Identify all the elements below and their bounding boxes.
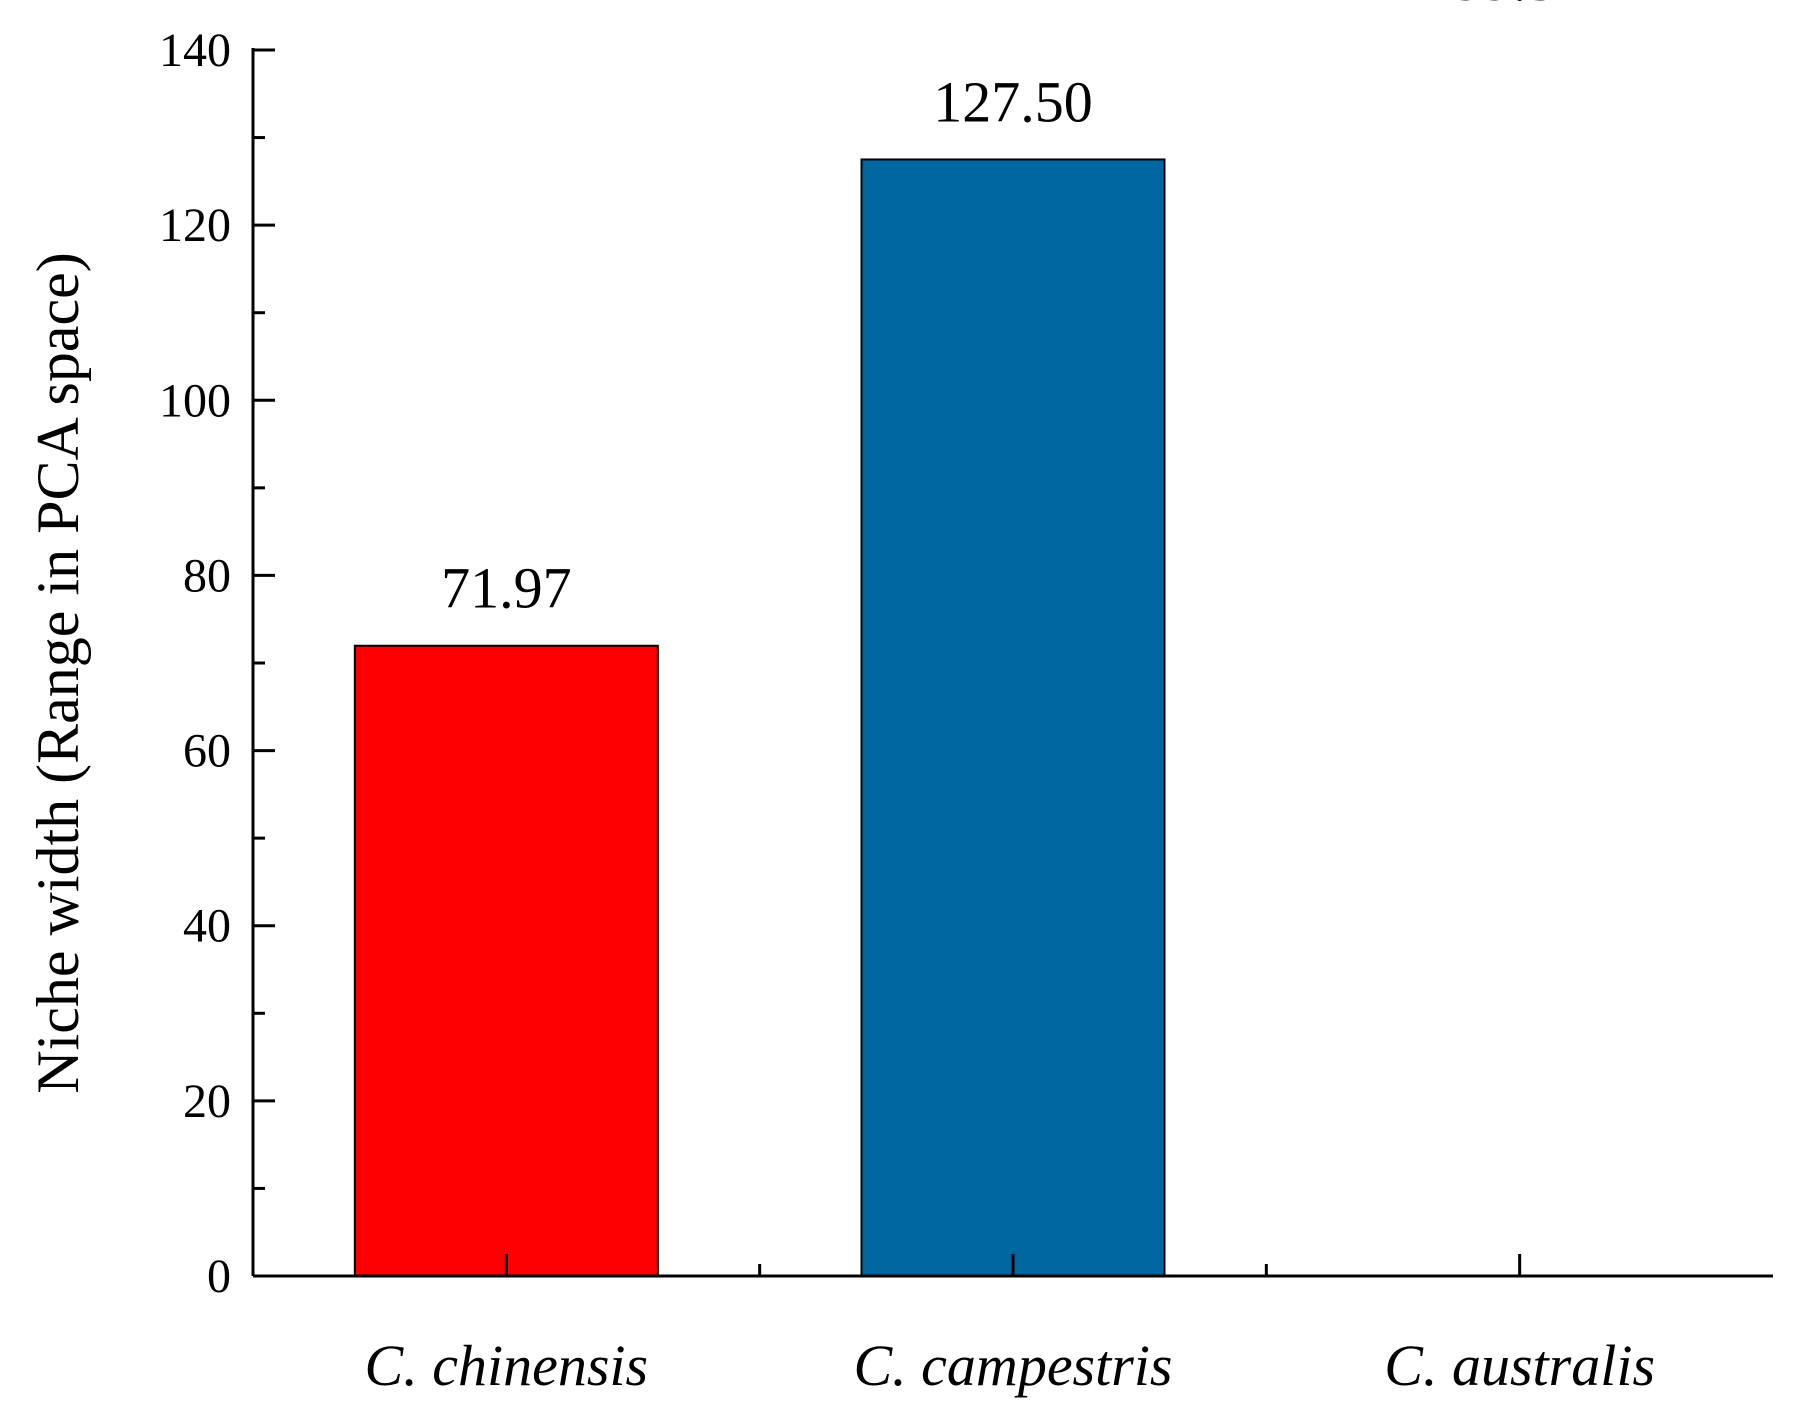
bar-value-label: 127.50 [933, 69, 1093, 134]
x-category-label: C. australis [1384, 1333, 1655, 1398]
bar-c-chinensis [353, 644, 659, 1277]
y-ticks-group: 0 20 40 60 80 100 120 140 [159, 24, 275, 1303]
y-tick-label: 60 [183, 725, 231, 778]
bar-c-campestris [860, 158, 1166, 1278]
y-axis-title: Niche width (Range in PCA space) [25, 252, 91, 1094]
value-labels-group: 71.97 127.50 99.32 [441, 0, 1585, 621]
x-ticks-group [504, 1254, 1522, 1276]
x-category-label: C. campestris [854, 1333, 1173, 1398]
category-labels-group: C. chinensis C. campestris C. australis [365, 1333, 1655, 1398]
y-tick-label: 0 [207, 1250, 231, 1303]
y-tick-label: 120 [159, 199, 231, 252]
y-tick-label: 140 [159, 24, 231, 77]
y-tick-label: 40 [183, 900, 231, 953]
bar-value-label: 99.32 [1454, 0, 1585, 13]
y-tick-label: 80 [183, 549, 231, 602]
x-category-label: C. chinensis [365, 1333, 649, 1398]
y-tick-label: 20 [183, 1075, 231, 1128]
bars-group [353, 158, 1166, 1278]
y-tick-label: 100 [159, 374, 231, 427]
bar-value-label: 71.97 [441, 556, 572, 621]
